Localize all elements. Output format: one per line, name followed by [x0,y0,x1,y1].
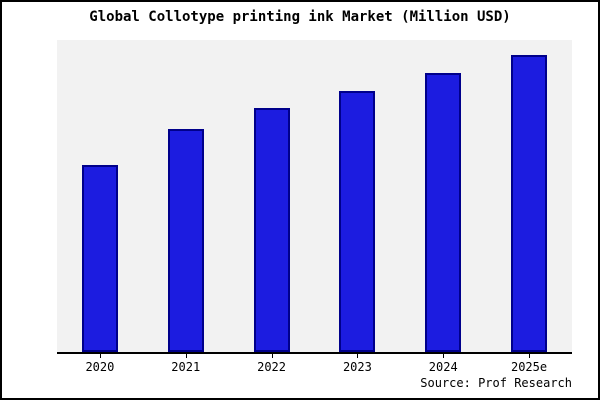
bars-container [57,40,572,352]
x-axis-label-cell: 2025e [486,354,572,376]
bar-cell [486,40,572,352]
x-axis-tick-label: 2023 [342,360,372,374]
bar-cell [57,40,143,352]
bar-2021 [167,129,204,352]
axis-tick [185,354,187,358]
chart-title: Global Collotype printing ink Market (Mi… [89,9,511,25]
x-axis-label-cell: 2020 [57,354,143,376]
bar-cell [143,40,229,352]
bar-2025e [511,55,548,352]
axis-tick [529,354,531,358]
axis-tick [271,354,273,358]
bar-2022 [253,108,290,352]
x-axis-label-cell: 2021 [143,354,229,376]
bar-cell [400,40,486,352]
axis-tick [443,354,445,358]
plot-area [57,40,572,354]
x-axis-label-cell: 2022 [229,354,315,376]
bar-cell [229,40,315,352]
x-axis-tick-label: 2022 [257,360,287,374]
x-axis-tick-label: 2024 [428,360,458,374]
axis-tick [357,354,359,358]
x-axis-label-cell: 2023 [314,354,400,376]
bar-cell [314,40,400,352]
bar-2023 [339,91,376,352]
x-axis-tick-label: 2021 [171,360,201,374]
x-axis-label-cell: 2024 [400,354,486,376]
bar-2024 [425,73,462,352]
x-axis-tick-label: 2020 [85,360,115,374]
axis-tick [99,354,101,358]
x-axis-labels: 2020 2021 2022 2023 2024 2025e [57,354,572,376]
source-text: Source: Prof Research [420,376,572,390]
bar-2020 [81,165,118,352]
x-axis-tick-label: 2025e [510,360,548,374]
